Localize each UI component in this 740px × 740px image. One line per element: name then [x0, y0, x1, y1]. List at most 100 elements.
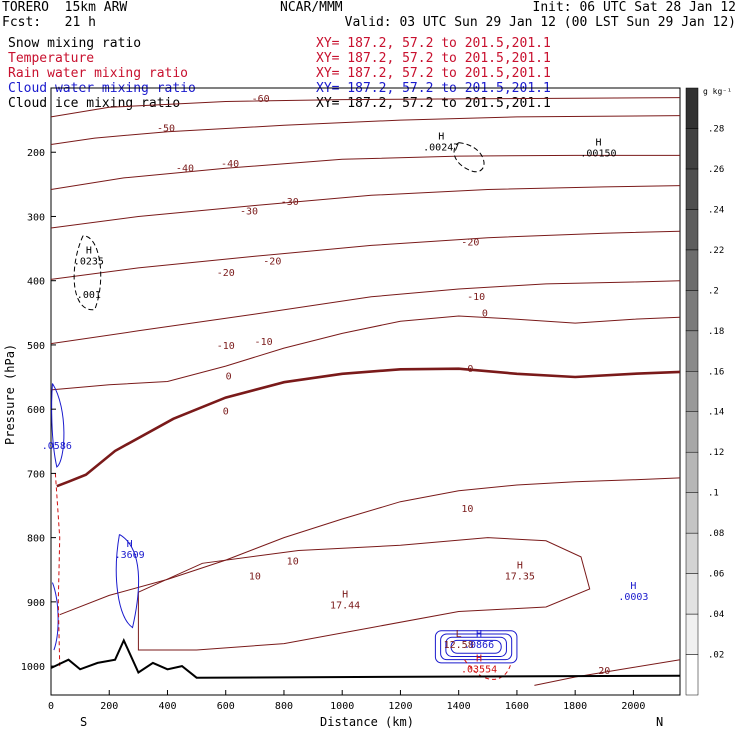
rain-contour-east — [464, 659, 512, 680]
isotherm-label: -30 — [281, 197, 299, 208]
colorbar-tick-label: .26 — [708, 165, 724, 175]
colorbar-segment — [685, 411, 699, 453]
isotherm-line-10 — [59, 477, 681, 616]
cloud-water-contour-west — [115, 533, 140, 629]
extremum-mark: H — [595, 138, 601, 149]
isotherm-label: 20 — [598, 666, 610, 677]
y-tick-label: 800 — [27, 534, 45, 545]
terrain-line — [50, 637, 681, 679]
y-tick-label: 900 — [27, 598, 45, 609]
init-time: Init: 06 UTC Sat 28 Jan 12 — [532, 0, 737, 15]
y-tick-label: 1000 — [21, 662, 45, 673]
isotherm-label: -30 — [240, 207, 258, 218]
x-axis-title: Distance (km) — [320, 715, 414, 729]
isotherm-label: -60 — [252, 94, 270, 105]
colorbar-tick-label: .1 — [708, 489, 719, 499]
freezing-label: 0 — [223, 406, 229, 417]
valid-time: Valid: 03 UTC Sun 29 Jan 12 (00 LST Sun … — [344, 15, 736, 30]
x-tick-label: 1200 — [388, 701, 412, 712]
extremum-value: .3609 — [115, 550, 145, 561]
rain-contour-west — [54, 473, 61, 667]
extremum-value: .0866 — [464, 640, 494, 651]
y-tick-label: 400 — [27, 277, 45, 288]
x-tick-label: 0 — [48, 701, 54, 712]
colorbar-segment — [685, 128, 699, 170]
colorbar-unit: g kg⁻¹ — [703, 87, 732, 96]
x-tick-label: 1000 — [330, 701, 354, 712]
colorbar-segment — [685, 654, 699, 696]
freezing-level-line — [56, 367, 681, 488]
model-title: TORERO 15km ARW — [2, 0, 128, 15]
isotherm-label: 10 — [249, 571, 261, 582]
extremum-mark: H — [127, 539, 133, 550]
y-tick-label: 300 — [27, 212, 45, 223]
x-tick-label: 600 — [217, 701, 235, 712]
south-label: S — [80, 715, 87, 729]
extremum-value: .001 — [77, 290, 101, 301]
colorbar-tick-label: .2 — [708, 286, 719, 296]
field-ice-name: Cloud ice mixing ratio — [8, 96, 181, 111]
colorbar: .02 .04 .06 .08 .1 .12 .14 .16 .18 .2 .22 .24 .26 .28 — [685, 87, 724, 696]
x-tick-label: 800 — [275, 701, 293, 712]
colorbar-tick-label: .24 — [708, 205, 724, 215]
colorbar-segment — [685, 371, 699, 412]
extremum-value: 17.35 — [505, 571, 535, 582]
isotherm-warm-region — [137, 537, 591, 651]
contour-label-layer: -60 -50 -40 -40 -30 -30 -20 -20 -20 -10 -10 -10 0 0 10… — [42, 94, 649, 677]
colorbar-tick-label: .12 — [708, 448, 724, 458]
y-tick-label: 500 — [27, 341, 45, 352]
cloud-water-contour-surface — [51, 582, 59, 651]
extremum-value: .0586 — [42, 441, 72, 452]
cloud-water-cell-ring — [440, 633, 513, 661]
colorbar-segment — [685, 87, 699, 129]
extremum-mark: H — [517, 560, 523, 571]
isotherm-label: 0 — [482, 309, 488, 320]
y-tick-label: 700 — [27, 469, 45, 480]
isotherm-label: 0 — [226, 372, 232, 383]
extremum-value: .00150 — [580, 149, 616, 160]
forecast-hour: Fcst: 21 h — [2, 15, 96, 30]
colorbar-segment — [685, 573, 699, 615]
x-tick-label: 1400 — [447, 701, 471, 712]
snow-contour-upper — [453, 142, 485, 173]
colorbar-tick-label: .06 — [708, 570, 724, 580]
isotherm-label: -40 — [176, 164, 194, 175]
x-tick-label: 2000 — [621, 701, 645, 712]
north-label: N — [656, 715, 663, 729]
isotherm-label: -10 — [255, 337, 273, 348]
field-temp-xy: XY= 187.2, 57.2 to 201.5,201.1 — [316, 51, 551, 66]
isotherm-label: -10 — [467, 292, 485, 303]
y-tick-label: 200 — [27, 148, 45, 159]
colorbar-segment — [685, 613, 699, 655]
isotherm-line--20 — [50, 230, 681, 280]
extremum-mark: H — [476, 629, 482, 640]
isotherm-line-0 — [50, 315, 681, 391]
x-tick-label: 200 — [100, 701, 118, 712]
colorbar-tick-label: .08 — [708, 529, 724, 539]
colorbar-tick-label: .14 — [708, 408, 724, 418]
colorbar-segment — [685, 168, 699, 210]
extremum-value: 17.44 — [330, 600, 360, 611]
extremum-value: .0003 — [618, 592, 648, 603]
isotherm-line--30 — [50, 185, 681, 229]
colorbar-segment — [685, 451, 699, 493]
y-axis-title: Pressure (hPa) — [3, 344, 17, 445]
field-temp-name: Temperature — [8, 51, 95, 66]
isotherm-line--50 — [50, 115, 681, 145]
colorbar-segment — [685, 290, 699, 332]
extremum-mark: H — [438, 131, 444, 142]
isotherm-label: -20 — [217, 268, 235, 279]
isotherm-label: -50 — [157, 124, 175, 135]
field-snow-xy: XY= 187.2, 57.2 to 201.5,201.1 — [316, 36, 551, 51]
x-tick-label: 1800 — [563, 701, 587, 712]
field-snow-name: Snow mixing ratio — [8, 36, 142, 51]
extremum-value: .0235 — [74, 257, 104, 268]
freezing-label: 0 — [467, 364, 473, 375]
x-tick-label: 400 — [158, 701, 176, 712]
colorbar-tick-label: .22 — [708, 246, 724, 256]
plot-frame — [50, 87, 681, 696]
center-title: NCAR/MMM — [280, 0, 343, 15]
axis-layer: 0 200 400 600 800 1000 1200 1400 1600 1800 2000200… — [21, 148, 646, 712]
isotherm-line--40 — [50, 154, 680, 190]
